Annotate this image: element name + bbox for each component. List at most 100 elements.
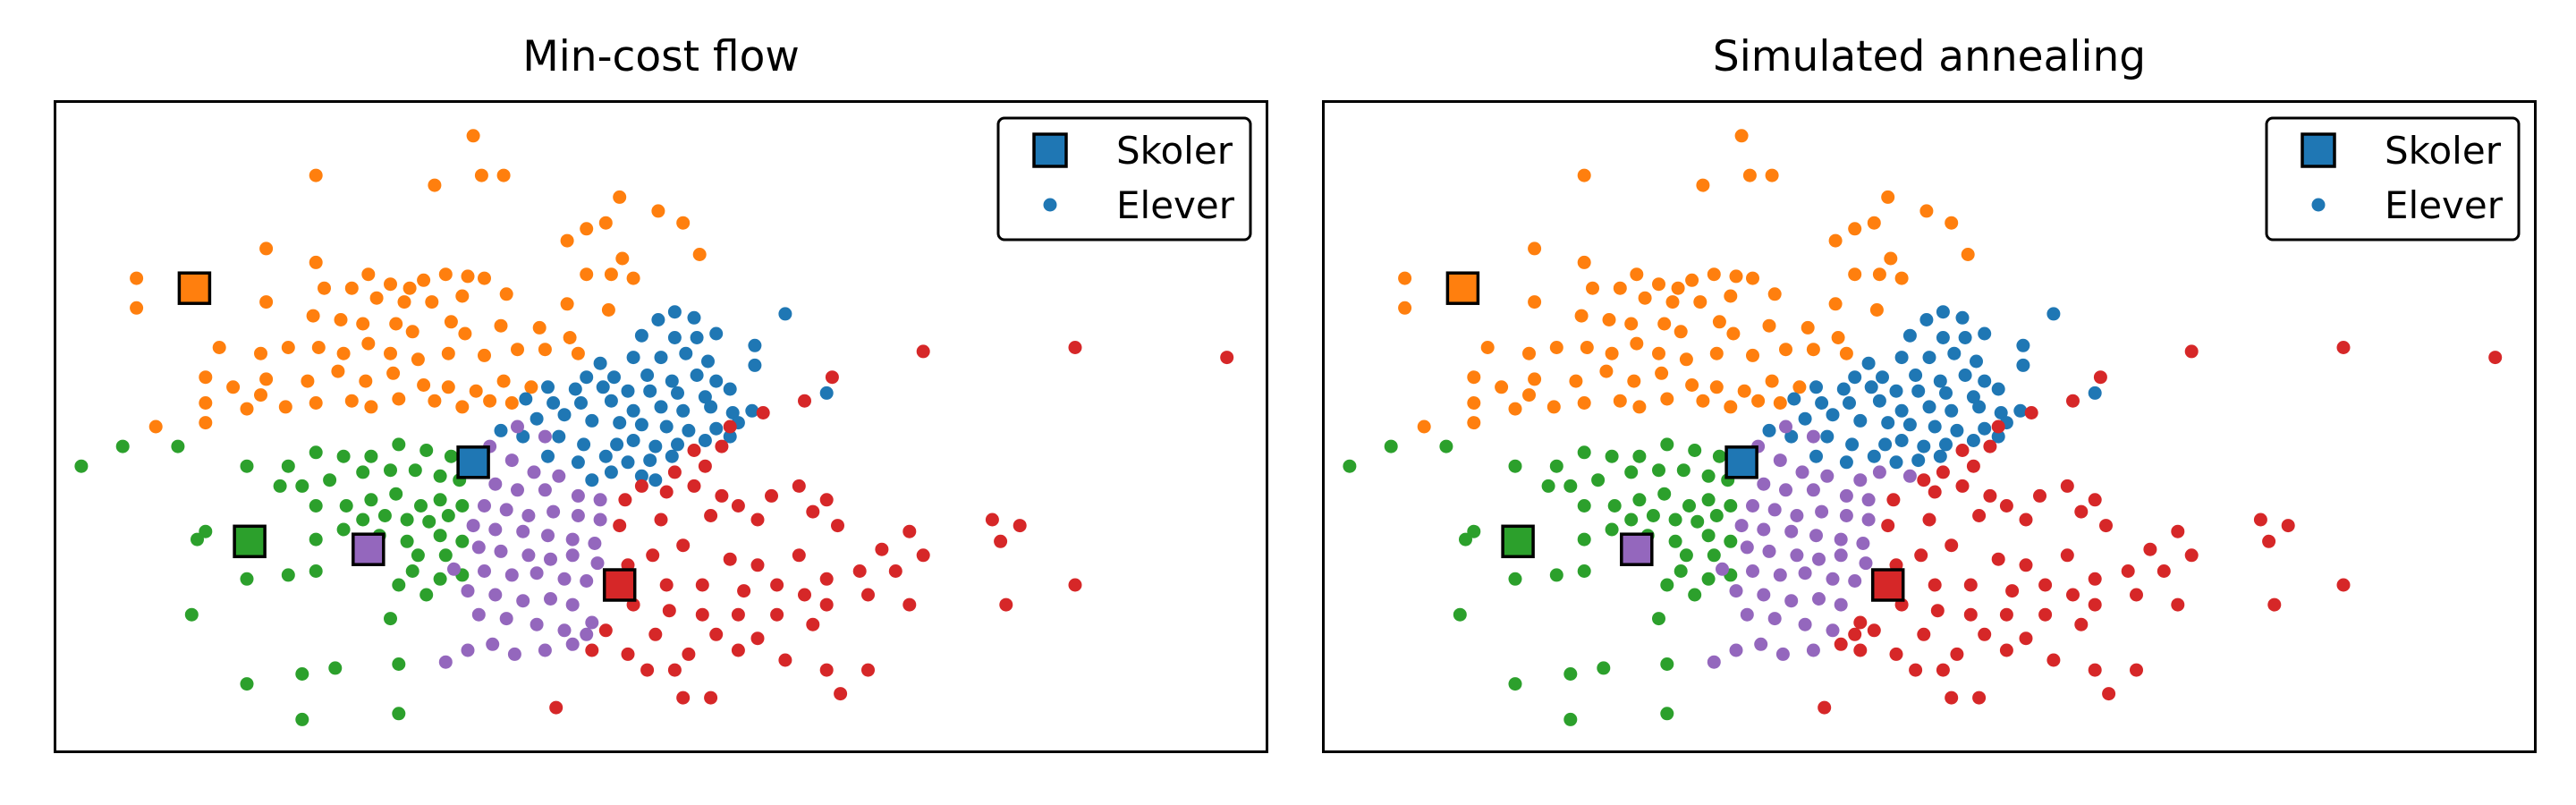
student-point-green xyxy=(1508,459,1522,473)
student-point-orange xyxy=(389,317,403,331)
student-point-blue xyxy=(665,374,679,388)
student-point-blue xyxy=(654,400,668,414)
student-point-blue xyxy=(698,434,712,447)
student-point-red xyxy=(888,564,902,578)
student-point-purple xyxy=(544,552,557,566)
student-point-orange xyxy=(563,331,577,344)
student-point-orange xyxy=(331,364,345,378)
student-point-blue xyxy=(1966,390,1980,404)
student-point-purple xyxy=(1848,574,1862,588)
legend-label: Elever xyxy=(2385,183,2504,227)
student-point-purple xyxy=(1734,519,1749,533)
student-point-green xyxy=(389,487,403,501)
student-point-purple xyxy=(488,477,503,491)
school-marker-blue xyxy=(1724,445,1758,479)
student-point-red xyxy=(994,534,1008,548)
student-point-green xyxy=(295,667,309,681)
student-point-purple xyxy=(1859,556,1873,571)
student-point-red xyxy=(659,578,674,592)
student-point-red xyxy=(819,663,834,677)
student-point-blue xyxy=(1815,396,1829,410)
student-point-green xyxy=(433,493,447,507)
student-point-blue xyxy=(1894,403,1909,418)
student-point-green xyxy=(1701,493,1716,507)
student-point-blue xyxy=(571,455,585,470)
student-point-green xyxy=(1508,677,1522,691)
scatter-plot-min-cost-flow: Skoler Elever xyxy=(54,100,1268,753)
chart-title-min-cost-flow: Min-cost flow xyxy=(522,32,800,81)
student-point-orange xyxy=(598,216,613,230)
student-point-red xyxy=(2099,519,2113,533)
student-point-orange xyxy=(1742,168,1757,182)
student-point-purple xyxy=(1790,548,1804,563)
student-point-purple xyxy=(580,574,594,588)
student-point-red xyxy=(2102,687,2116,701)
school-marker-red xyxy=(1870,568,1905,602)
student-point-purple xyxy=(1834,548,1848,563)
student-point-orange xyxy=(692,248,707,261)
student-point-red xyxy=(2038,578,2053,592)
student-point-orange xyxy=(580,222,594,236)
student-point-red xyxy=(2184,548,2199,563)
student-point-orange xyxy=(1605,346,1619,360)
student-point-purple xyxy=(466,519,480,533)
student-point-orange xyxy=(226,380,241,394)
student-point-blue xyxy=(667,305,682,319)
student-point-blue xyxy=(1911,453,1926,468)
student-point-red xyxy=(2088,493,2102,507)
student-point-red xyxy=(723,419,737,434)
student-point-red xyxy=(1917,627,1931,641)
student-point-blue xyxy=(748,338,762,352)
student-point-blue xyxy=(725,406,740,419)
student-point-green xyxy=(1652,612,1665,626)
student-point-orange xyxy=(626,271,640,285)
student-point-orange xyxy=(1467,370,1481,385)
student-point-orange xyxy=(1495,380,1509,394)
student-point-orange xyxy=(336,346,351,360)
student-point-red xyxy=(1999,607,2013,622)
student-point-red xyxy=(798,588,811,602)
student-point-orange xyxy=(1480,341,1495,354)
student-point-purple xyxy=(1826,572,1840,586)
student-point-red xyxy=(985,513,999,527)
student-point-blue xyxy=(709,326,724,341)
student-point-orange xyxy=(254,388,267,402)
student-point-orange xyxy=(1709,380,1724,394)
student-point-orange xyxy=(1696,178,1710,192)
student-point-purple xyxy=(571,488,585,503)
student-point-orange xyxy=(281,341,295,354)
student-point-red xyxy=(1881,519,1895,533)
student-point-blue xyxy=(2088,386,2102,400)
student-point-red xyxy=(2060,479,2074,493)
student-point-red xyxy=(549,700,564,715)
school-marker-red xyxy=(602,568,637,602)
student-point-purple xyxy=(1757,477,1771,491)
student-point-orange xyxy=(1779,343,1792,357)
student-point-purple xyxy=(1757,588,1771,602)
student-point-purple xyxy=(1757,522,1771,537)
student-point-red xyxy=(731,607,745,622)
student-point-purple xyxy=(538,429,552,444)
student-point-blue xyxy=(1881,416,1895,430)
student-point-blue xyxy=(1820,429,1835,444)
student-point-red xyxy=(750,513,765,527)
student-point-blue xyxy=(1843,396,1856,410)
student-point-purple xyxy=(1779,483,1792,497)
student-point-blue xyxy=(613,416,627,430)
student-point-red xyxy=(648,627,663,641)
student-point-purple xyxy=(1740,540,1754,555)
student-point-green xyxy=(444,449,458,463)
student-point-orange xyxy=(361,267,376,282)
student-point-orange xyxy=(1577,168,1591,182)
student-point-blue xyxy=(634,328,648,343)
student-point-green xyxy=(1660,657,1674,671)
student-point-green xyxy=(1467,524,1481,538)
student-point-green xyxy=(336,522,351,537)
student-point-red xyxy=(1955,444,1970,457)
student-point-blue xyxy=(1933,449,1947,463)
student-point-purple xyxy=(488,588,503,602)
student-point-red xyxy=(1853,615,1868,630)
student-point-blue xyxy=(1958,331,1972,344)
student-point-green xyxy=(414,499,428,513)
student-point-green xyxy=(1646,509,1660,522)
